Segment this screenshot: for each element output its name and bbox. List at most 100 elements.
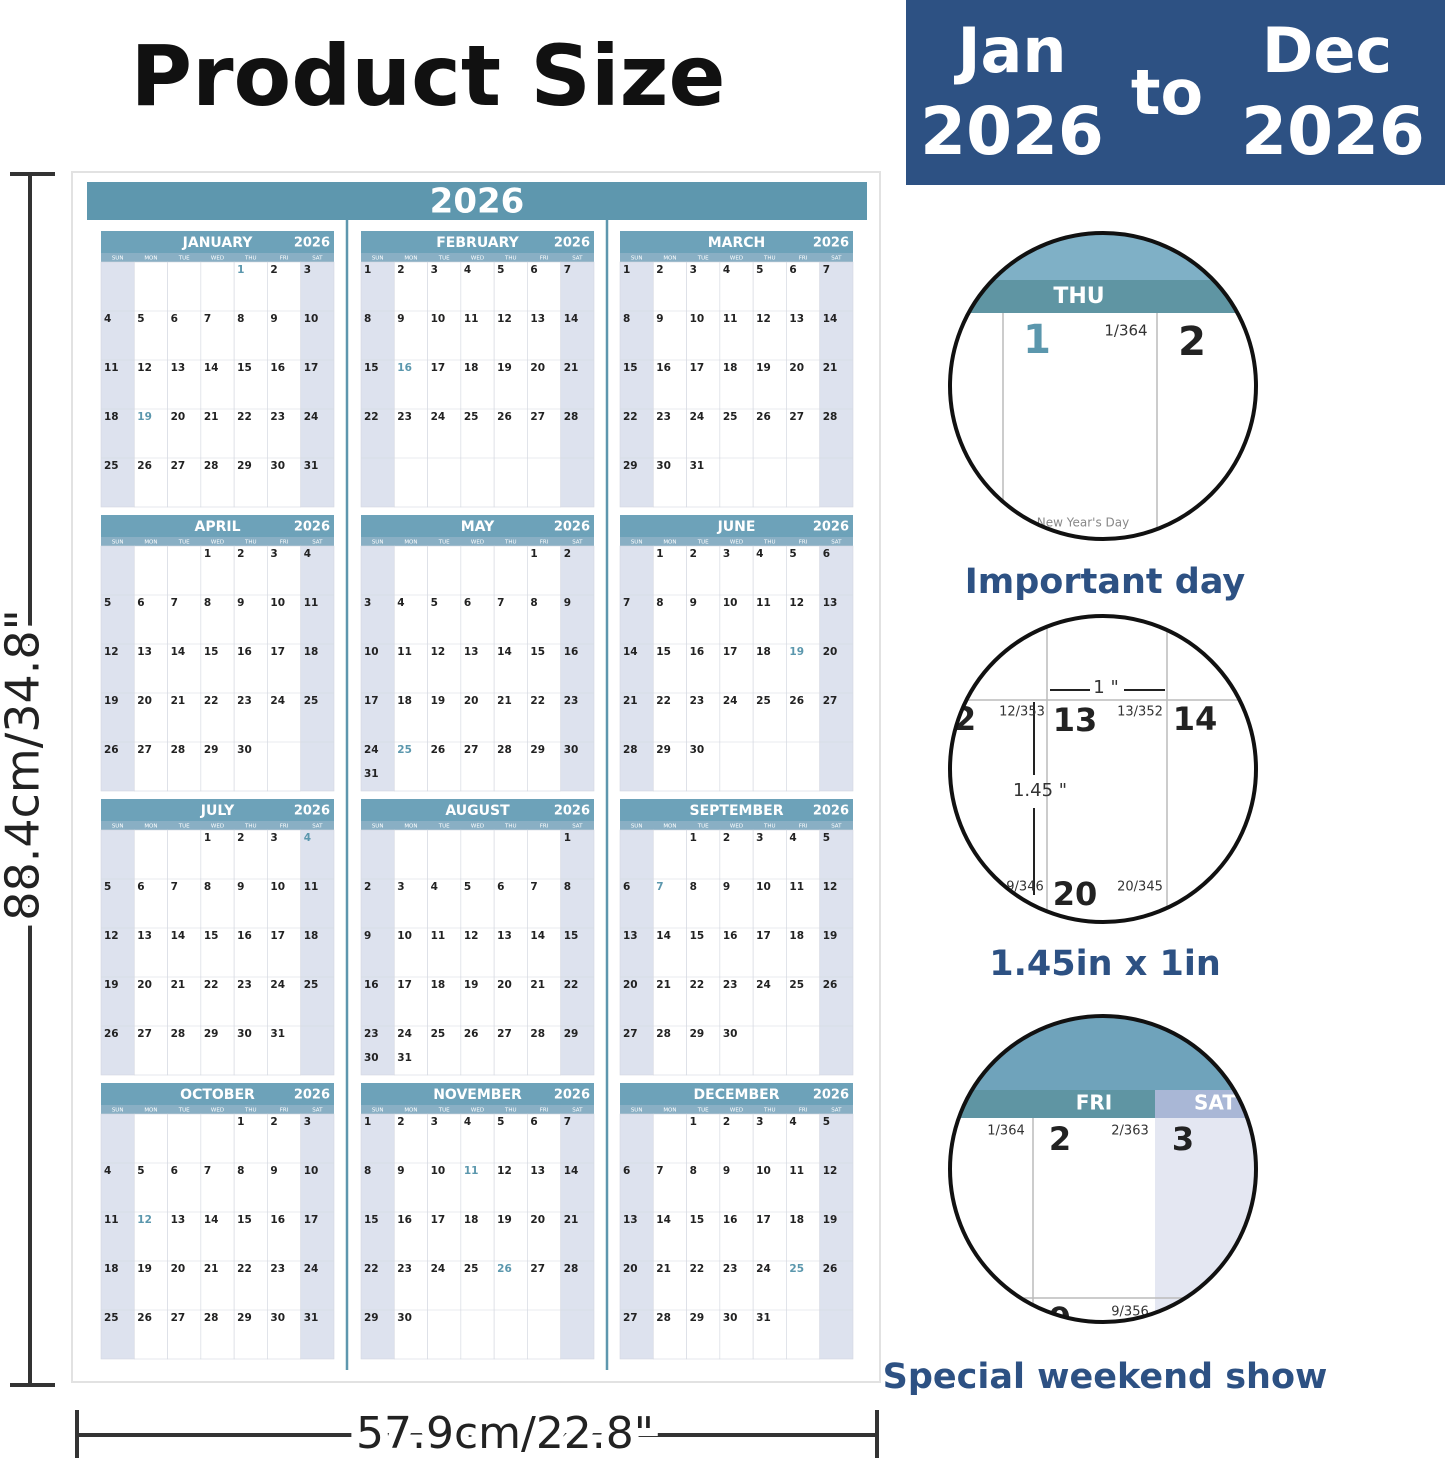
day-column [752,829,787,1076]
day-number: 29 [237,460,252,472]
circle-text: 2/363 [1111,1124,1148,1139]
day-column [527,1113,562,1360]
day-number: 7 [204,313,211,325]
month-name: DECEMBER [694,1087,780,1103]
weekday-label: SAT [312,256,323,262]
day-column [786,1113,821,1360]
day-column [167,545,202,792]
day-number: 18 [304,646,319,658]
day-number: 10 [364,646,379,658]
month-year: 2026 [554,520,590,535]
day-number: 7 [623,597,630,609]
day-number: 24 [397,1028,412,1040]
day-number: 25 [723,411,738,423]
day-number: 27 [137,744,152,756]
day-column [360,261,395,508]
day-number: 18 [789,930,804,942]
day-number: 16 [364,979,379,991]
day-number: 25 [104,1312,119,1324]
day-number: 15 [204,646,219,658]
day-number: 9 [564,597,571,609]
day-number: 7 [564,264,571,276]
day-number: 19 [104,979,119,991]
day-column [427,829,462,1076]
day-number: 13 [171,362,186,374]
day-number: 17 [304,362,319,374]
day-number: 9 [690,597,697,609]
month-header [101,515,334,537]
day-number: 6 [171,313,178,325]
weekday-label: FRI [799,256,808,262]
day-number: 4 [304,548,311,560]
day-number: 19 [104,695,119,707]
day-column [719,545,754,792]
day-number: 25 [431,1028,446,1040]
month-name: MARCH [708,235,766,251]
day-column [786,829,821,1076]
day-number: 19 [823,930,838,942]
day-number: 5 [137,1165,144,1177]
day-number: 28 [656,1028,671,1040]
day-number: 4 [723,264,730,276]
month-name: NOVEMBER [433,1087,522,1103]
day-column [686,261,721,508]
weekday-label: TUE [697,540,709,546]
day-column [819,545,854,792]
day-number: 29 [204,744,219,756]
day-number: 19 [431,695,446,707]
day-column [267,545,302,792]
day-column [719,261,754,508]
day-number: 14 [656,1214,671,1226]
day-number: 1 [623,264,630,276]
day-number: 12 [104,930,119,942]
day-column [493,545,528,792]
day-column [133,545,168,792]
weekday-label: MON [144,540,157,546]
day-number: 23 [564,695,579,707]
day-column [360,829,395,1076]
weekday-label: WED [211,256,224,262]
day-number: 9 [364,930,371,942]
day-number: 3 [431,264,438,276]
weekday-label: WED [730,1108,743,1114]
weekday-label: MON [144,256,157,262]
day-number: 3 [756,832,763,844]
weekday-label: SUN [112,256,124,262]
weekday-label: MON [144,824,157,830]
day-number: 25 [464,1263,479,1275]
day-number: 30 [656,460,671,472]
day-number: 6 [623,1165,630,1177]
day-number: 14 [623,646,638,658]
to-year: 2026 [1241,93,1425,170]
day-column [460,829,495,1076]
day-number: 21 [171,979,186,991]
day-number: 3 [304,264,311,276]
weekday-label: SUN [372,1108,384,1114]
month-year: 2026 [554,236,590,251]
day-number: 28 [823,411,838,423]
day-number: 1 [204,832,211,844]
day-number: 21 [656,1263,671,1275]
day-number: 13 [823,597,838,609]
day-column [167,1113,202,1360]
day-number: 20 [623,979,638,991]
weekday-label: FRI [280,1108,289,1114]
day-number: 11 [723,313,738,325]
weekday-strip [361,253,594,262]
day-number: 29 [690,1028,705,1040]
day-number: 28 [171,744,186,756]
day-number: 9 [397,313,404,325]
day-number: 5 [756,264,763,276]
day-number: 29 [204,1028,219,1040]
day-number: 14 [564,1165,579,1177]
circle-text: 3 [1172,1120,1194,1158]
day-number: 27 [530,1263,545,1275]
day-number: 6 [623,881,630,893]
day-number: 16 [656,362,671,374]
weekday-label: TUE [438,540,450,546]
month-year: 2026 [294,520,330,535]
day-number: 5 [104,597,111,609]
